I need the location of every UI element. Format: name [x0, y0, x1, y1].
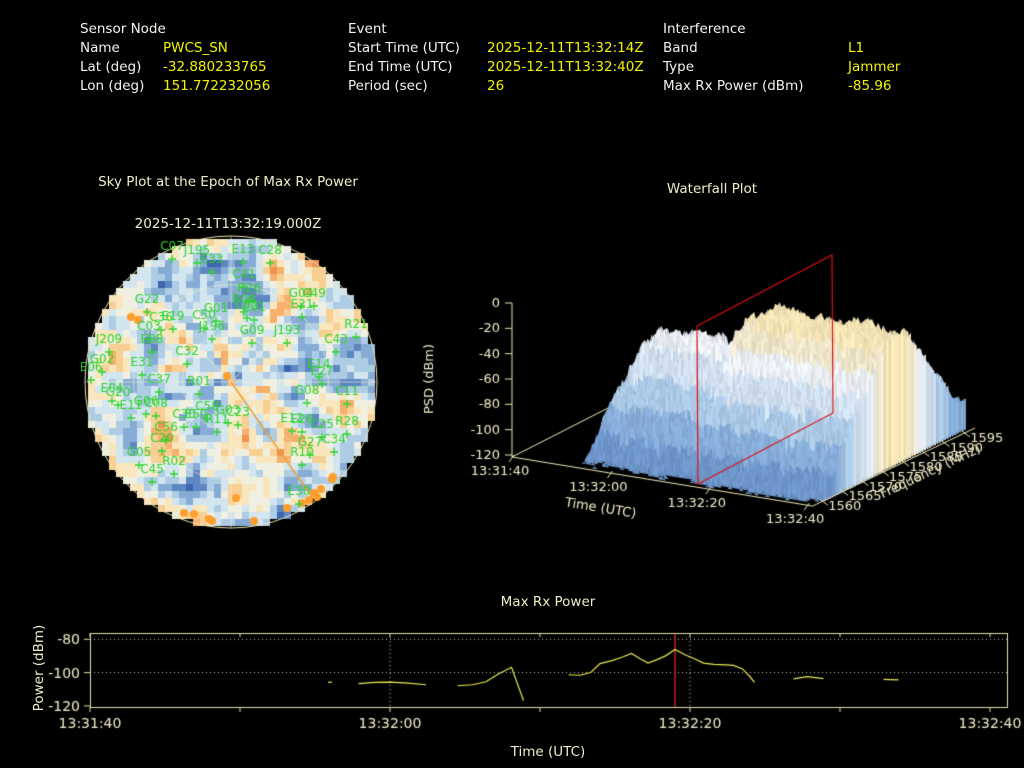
- skyplot-canvas: [81, 232, 381, 532]
- max-rx-power-canvas: [0, 590, 1024, 768]
- sensor-lat-label: Lat (deg): [80, 59, 142, 75]
- sensor-node-panel: Sensor Node Name PWCS_SN Lat (deg) -32.8…: [80, 20, 270, 96]
- interference-title: Interference: [663, 21, 746, 37]
- interference-band-label: Band: [663, 40, 698, 56]
- sensor-lon-row: Lon (deg) 151.772232056: [80, 77, 270, 96]
- sensor-lon-label: Lon (deg): [80, 78, 145, 94]
- skyplot-title-line1: Sky Plot at the Epoch of Max Rx Power: [98, 174, 358, 190]
- sensor-name-value: PWCS_SN: [163, 40, 228, 56]
- event-title: Event: [348, 21, 387, 37]
- sensor-name-label: Name: [80, 40, 120, 56]
- event-start-value: 2025-12-11T13:32:14Z: [487, 40, 644, 56]
- interference-type-label: Type: [663, 59, 695, 75]
- interference-type-row: Type Jammer: [663, 58, 900, 77]
- waterfall-canvas: [410, 150, 1024, 550]
- event-end-value: 2025-12-11T13:32:40Z: [487, 59, 644, 75]
- sensor-name-row: Name PWCS_SN: [80, 39, 228, 58]
- event-period-label: Period (sec): [348, 78, 428, 94]
- interference-power-value: -85.96: [848, 78, 892, 94]
- event-end-label: End Time (UTC): [348, 59, 453, 75]
- interference-power-label: Max Rx Power (dBm): [663, 78, 804, 94]
- event-start-row: Start Time (UTC) 2025-12-11T13:32:14Z: [348, 39, 644, 58]
- sensor-lat-row: Lat (deg) -32.880233765: [80, 58, 267, 77]
- interference-panel: Interference Band L1 Type Jammer Max Rx …: [663, 20, 900, 96]
- interference-type-value: Jammer: [848, 59, 901, 75]
- sensor-lon-value: 151.772232056: [163, 78, 271, 94]
- skyplot-title-line2: 2025-12-11T13:32:19.000Z: [134, 216, 322, 232]
- skyplot-title: Sky Plot at the Epoch of Max Rx Power 20…: [28, 172, 428, 235]
- event-start-label: Start Time (UTC): [348, 40, 460, 56]
- event-end-row: End Time (UTC) 2025-12-11T13:32:40Z: [348, 58, 644, 77]
- event-panel: Event Start Time (UTC) 2025-12-11T13:32:…: [348, 20, 644, 96]
- interference-band-row: Band L1: [663, 39, 864, 58]
- interference-power-row: Max Rx Power (dBm) -85.96: [663, 77, 892, 96]
- interference-band-value: L1: [848, 40, 865, 56]
- sensor-lat-value: -32.880233765: [163, 59, 267, 75]
- event-period-value: 26: [487, 78, 505, 94]
- event-period-row: Period (sec) 26: [348, 77, 504, 96]
- sensor-node-title: Sensor Node: [80, 21, 166, 37]
